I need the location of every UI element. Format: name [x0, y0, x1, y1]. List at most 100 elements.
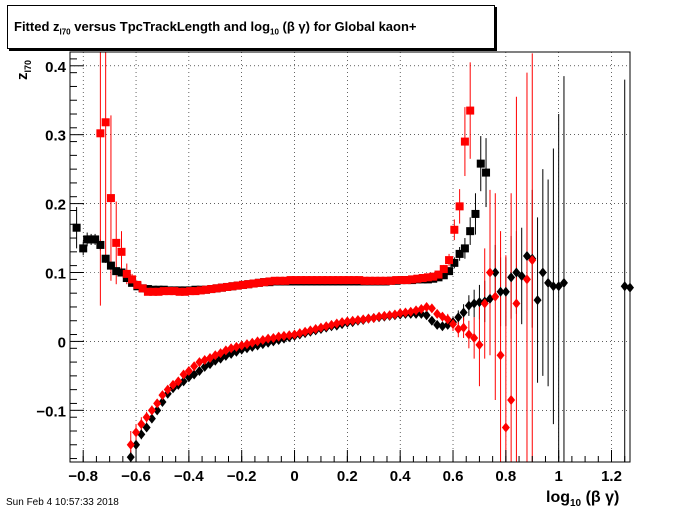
data-point-diamond	[459, 307, 468, 318]
data-point-square	[96, 240, 105, 249]
data-point-square	[286, 276, 295, 285]
data-point-diamond	[179, 376, 188, 387]
data-point-diamond	[174, 376, 183, 387]
title-suffix2: (β γ) for Global kaon+	[278, 19, 417, 34]
data-point-square	[112, 238, 121, 247]
data-point-square	[101, 118, 110, 127]
data-point-square	[260, 278, 269, 287]
data-point-diamond	[327, 319, 336, 330]
data-point-square	[143, 287, 152, 296]
data-point-diamond	[132, 439, 141, 450]
data-point-square	[159, 287, 168, 296]
y-tick-label: 0.4	[45, 59, 67, 76]
data-point-diamond	[470, 332, 479, 343]
data-point-square	[79, 244, 88, 253]
data-point-square	[381, 276, 390, 285]
data-point-diamond	[248, 337, 257, 348]
y-tick-label: 0.2	[45, 197, 66, 214]
data-point-square	[186, 287, 195, 296]
data-point-diamond	[158, 397, 167, 408]
data-point-diamond	[338, 317, 347, 328]
data-point-diamond	[554, 281, 563, 292]
x-tick-label: −0.6	[121, 468, 151, 485]
markers	[72, 106, 634, 463]
data-point-diamond	[486, 267, 494, 278]
data-point-diamond	[258, 335, 267, 346]
data-point-diamond	[153, 398, 162, 409]
data-point-square	[302, 276, 311, 285]
data-point-square	[450, 225, 459, 234]
data-point-square	[212, 284, 221, 293]
data-point-square	[476, 159, 485, 168]
data-point-square	[191, 287, 200, 296]
data-point-diamond	[396, 308, 405, 319]
data-point-square	[239, 280, 248, 289]
data-point-square	[413, 274, 422, 283]
y-axis-label: zI70	[14, 60, 33, 80]
data-point-square	[270, 276, 279, 285]
data-point-square	[339, 276, 348, 285]
data-point-square	[217, 283, 226, 292]
data-point-diamond	[163, 384, 172, 395]
data-point-square	[307, 276, 316, 285]
data-point-diamond	[295, 328, 304, 339]
data-point-diamond	[433, 319, 442, 330]
x-tick-label: −0.8	[68, 468, 98, 485]
data-point-square	[291, 276, 300, 285]
data-point-square	[466, 106, 475, 115]
data-point-square	[149, 287, 158, 296]
y-tick-label: 0.1	[45, 266, 66, 283]
data-point-square	[265, 277, 274, 286]
data-point-diamond	[369, 312, 378, 323]
data-point-diamond	[375, 311, 384, 322]
data-point-diamond	[348, 315, 357, 326]
data-point-diamond	[279, 330, 288, 341]
y-label-main: z	[14, 72, 31, 81]
data-point-square	[91, 235, 100, 244]
data-point-square	[72, 223, 81, 232]
data-point-diamond	[412, 305, 421, 316]
data-point-diamond	[480, 298, 489, 309]
x-tick-label: 1.2	[601, 468, 622, 485]
data-point-square	[445, 267, 454, 276]
plot-frame	[69, 51, 631, 463]
data-point-diamond	[147, 405, 156, 416]
data-point-square	[165, 287, 174, 296]
data-point-diamond	[496, 286, 505, 297]
data-point-diamond	[126, 452, 135, 463]
data-point-diamond	[449, 319, 458, 330]
data-point-diamond	[533, 295, 542, 306]
data-point-square	[429, 272, 438, 281]
data-point-square	[471, 209, 480, 218]
data-point-square	[439, 271, 448, 280]
data-point-diamond	[438, 321, 447, 332]
data-point-diamond	[559, 277, 568, 288]
data-point-square	[482, 168, 491, 177]
x-axis-label: log10 (β γ)	[546, 489, 619, 509]
title-suffix1-sub: 10	[270, 27, 279, 37]
data-point-square	[360, 276, 369, 285]
x-tick-label: 1	[555, 468, 563, 485]
data-point-square	[228, 282, 237, 291]
data-point-diamond	[380, 310, 389, 321]
title-prefix: Fitted z	[14, 19, 60, 34]
x-label-rest: (β γ)	[581, 489, 620, 506]
data-point-square	[365, 276, 374, 285]
y-label-sub: I70	[23, 59, 33, 73]
data-point-square	[207, 285, 216, 294]
chart-title-box: Fitted zI70 versus TpcTrackLength and lo…	[7, 5, 495, 49]
data-point-square	[450, 258, 459, 267]
data-point-diamond	[406, 306, 415, 317]
data-point-diamond	[343, 316, 352, 327]
data-point-square	[249, 279, 258, 288]
data-point-diamond	[158, 390, 167, 401]
data-point-square	[423, 273, 432, 282]
data-point-diamond	[475, 339, 484, 350]
data-point-square	[117, 247, 126, 256]
data-point-square	[175, 287, 184, 296]
data-point-square	[117, 268, 126, 277]
data-point-diamond	[501, 422, 510, 433]
data-point-diamond	[522, 250, 531, 261]
data-point-square	[138, 284, 147, 293]
